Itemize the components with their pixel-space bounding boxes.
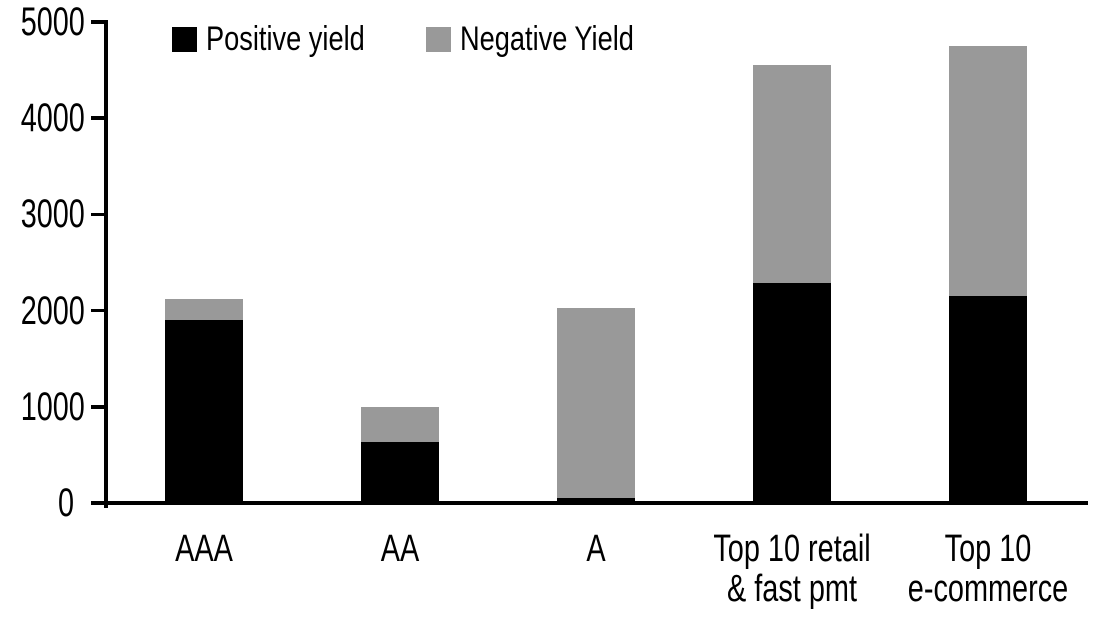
bar-segment-positive-yield <box>753 282 831 503</box>
x-category-label: AA <box>380 528 420 570</box>
y-tick-label: 4000 <box>20 96 85 141</box>
x-category-label: A <box>586 528 606 570</box>
bar-segment-positive-yield <box>361 442 439 503</box>
y-axis-tick <box>91 212 106 217</box>
y-tick-label: 3000 <box>20 192 85 237</box>
legend-item-positive-yield: Positive yield <box>172 20 404 58</box>
y-axis-tick <box>91 116 106 120</box>
y-tick-label: 1000 <box>20 384 85 429</box>
bar-segment-negative-yield <box>361 406 439 443</box>
legend-item-negative-yield: Negative Yield <box>426 20 677 58</box>
y-tick-label: 2000 <box>20 288 85 333</box>
x-category-label: Top 10 e-commerce <box>907 528 1069 610</box>
y-axis-tick <box>91 405 106 409</box>
y-tick-label: 5000 <box>20 0 85 44</box>
x-category-label: AAA <box>175 528 233 570</box>
y-axis-tick <box>91 308 106 313</box>
bar-segment-negative-yield <box>165 299 243 321</box>
bar-segment-negative-yield <box>753 65 831 283</box>
legend-swatch-positive-yield <box>172 27 197 52</box>
bar-segment-positive-yield <box>949 296 1027 503</box>
bar-segment-positive-yield <box>165 320 243 503</box>
y-tick-label: 0 <box>57 481 74 525</box>
legend-label-negative-yield: Negative Yield <box>460 20 634 58</box>
x-category-label: Top 10 retail & fast pmt <box>713 528 871 610</box>
y-axis-tick <box>91 501 106 505</box>
bar-segment-positive-yield <box>557 498 635 503</box>
legend: Positive yield Negative Yield <box>0 0 1102 60</box>
y-axis-tick <box>91 20 106 24</box>
legend-swatch-negative-yield <box>426 27 451 52</box>
legend-label-positive-yield: Positive yield <box>206 20 365 58</box>
bar-segment-negative-yield <box>557 307 635 499</box>
y-axis-line <box>103 20 108 508</box>
bar-segment-negative-yield <box>949 46 1027 297</box>
